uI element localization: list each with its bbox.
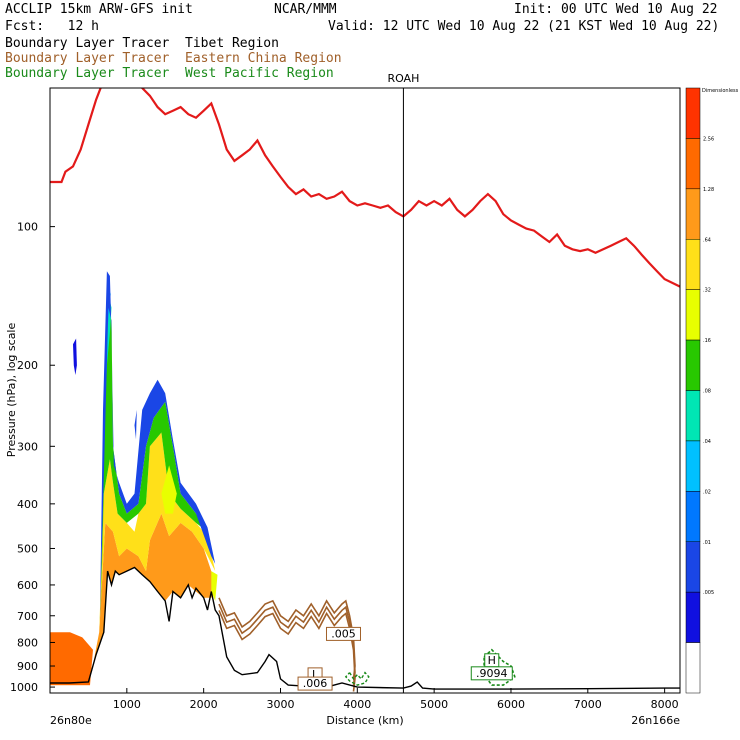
colorbar-swatch-8 [685, 491, 701, 543]
y-tick-label-8: 900 [17, 660, 38, 673]
shading-region-4 [100, 307, 208, 616]
y-tick-label-4: 500 [17, 542, 38, 555]
y-tick-label-9: 1000 [10, 681, 38, 694]
shading-region-1 [50, 632, 93, 686]
colorbar-level-4: .16 [703, 338, 711, 344]
legend-entry-west-pacific: Boundary Layer Tracer West Pacific Regio… [5, 66, 334, 81]
colorbar-swatch-6 [685, 390, 701, 442]
legend-entry-tibet: Boundary Layer Tracer Tibet Region [5, 36, 279, 51]
series-lines [50, 88, 680, 693]
colorbar-level-1: 1.28 [703, 187, 714, 193]
y-tick-label-7: 800 [17, 636, 38, 649]
axes: 1000 2000 3000 4000 5000 6000 7000 8000 Distance… [5, 221, 680, 727]
shading-region-3 [99, 432, 216, 633]
y-tick-label-1: 200 [17, 359, 38, 372]
colorbar-level-7: .02 [703, 489, 711, 495]
x-end-label-left: 26n80e [50, 714, 92, 727]
eastern-china-contour-0 [218, 597, 356, 679]
x-tick-label-1: 2000 [190, 698, 218, 711]
colorbar-swatch-3 [685, 239, 701, 290]
forecast-hour: Fcst: 12 h [5, 19, 99, 34]
colorbar-swatch-9 [685, 541, 701, 593]
tracer-concentration-shading [50, 271, 218, 686]
colorbar-level-3: .32 [703, 288, 711, 294]
valid-time: Valid: 12 UTC Wed 10 Aug 22 (21 KST Wed … [328, 19, 720, 34]
legend-entry-eastern-china: Boundary Layer Tracer Eastern China Regi… [5, 51, 342, 66]
shading-region-11 [211, 571, 218, 601]
plot-frame [49, 87, 681, 694]
y-tick-label-5: 600 [17, 579, 38, 592]
colorbar-swatch-2 [685, 188, 701, 240]
y-tick-label-6: 700 [17, 610, 38, 623]
colorbar-level-9: .005 [703, 590, 714, 596]
series-line-2 [50, 88, 680, 288]
annotation-label-4: .9094 [476, 667, 508, 680]
org-label: NCAR/MMM [274, 2, 337, 17]
y-axis-label: Pressure (hPa), log scale [5, 323, 18, 458]
annotation-box-4 [470, 666, 513, 681]
colorbar-level-6: .04 [703, 439, 711, 445]
colorbar-level-8: .01 [703, 540, 711, 546]
x-tick-label-2: 3000 [266, 698, 294, 711]
x-end-label-right: 26n166e [631, 714, 680, 727]
series-line-1 [344, 671, 370, 686]
colorbar-level-2: .64 [703, 237, 711, 243]
annotation-label-3: H [488, 654, 496, 667]
annotation-label-1: L [312, 668, 319, 681]
shading-region-2 [91, 513, 216, 673]
colorbar-level-5: .08 [703, 389, 711, 395]
y-tick-label-0: 100 [17, 221, 38, 234]
x-tick-label-3: 4000 [343, 698, 371, 711]
x-tick-label-6: 7000 [574, 698, 602, 711]
annotation-box-2 [297, 676, 333, 691]
x-tick-label-5: 6000 [497, 698, 525, 711]
colorbar-swatch-7 [685, 440, 701, 492]
x-tick-label-7: 8000 [651, 698, 679, 711]
shading-region-10 [161, 465, 177, 514]
annotations: ROAH .005 L.006 H.9094 [297, 72, 513, 691]
x-tick-label-0: 1000 [113, 698, 141, 711]
colorbar: Dimensionless 2.56 1.28 .64 .32 .16 .08 .04 .02.… [685, 87, 739, 694]
colorbar-swatch-11 [685, 642, 701, 694]
colorbar-title: Dimensionless [702, 88, 739, 94]
x-axis-label: Distance (km) [326, 714, 403, 727]
colorbar-swatch-4 [685, 289, 701, 341]
colorbar-swatch-5 [685, 339, 701, 391]
colorbar-swatch-10 [685, 591, 701, 643]
annotation-label-2: .006 [303, 677, 328, 690]
x-tick-label-4: 5000 [420, 698, 448, 711]
eastern-china-contour-2 [218, 610, 356, 692]
marker-label: ROAH [387, 72, 419, 85]
annotation-label-0: .005 [331, 627, 356, 640]
series-line-0 [50, 566, 680, 690]
colorbar-level-0: 2.56 [703, 136, 714, 142]
y-tick-label-2: 300 [17, 440, 38, 453]
chart-title: ACCLIP 15km ARW-GFS init [5, 2, 193, 17]
y-tick-label-3: 400 [17, 498, 38, 511]
colorbar-swatch-0 [685, 87, 701, 139]
shading-region-8 [73, 338, 77, 375]
annotation-box-0 [325, 626, 361, 641]
shading-region-9 [134, 409, 137, 440]
init-time: Init: 00 UTC Wed 10 Aug 22 [514, 2, 718, 17]
colorbar-swatch-1 [685, 138, 701, 190]
shading-region-5 [103, 293, 112, 447]
eastern-china-contour-1 [218, 603, 356, 686]
